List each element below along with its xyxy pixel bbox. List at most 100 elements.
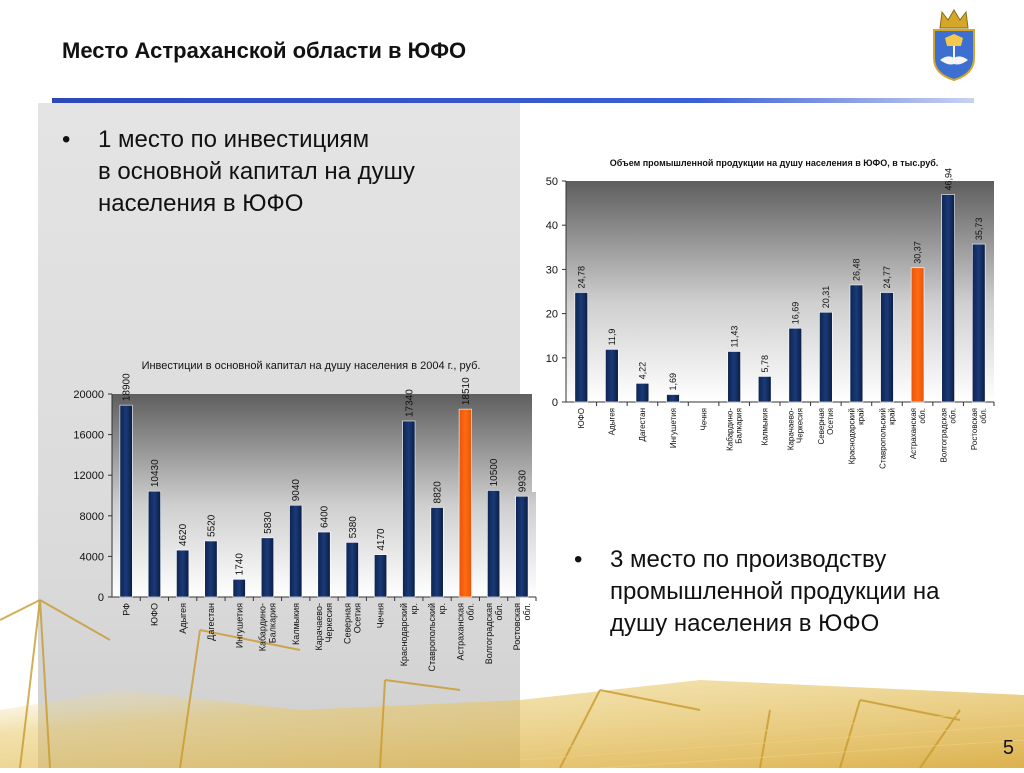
svg-text:обл.: обл. — [494, 603, 504, 621]
bullet-industrial-output: • 3 место по производству промышленной п… — [574, 544, 1024, 644]
x-tick-label: Адыгея — [178, 603, 188, 634]
x-tick-label: Ростовская обл. — [970, 408, 988, 450]
svg-text:Волгоградская: Волгоградская — [484, 603, 494, 664]
svg-text:обл.: обл. — [979, 408, 988, 424]
data-label: 9040 — [291, 479, 302, 502]
data-label: 18900 — [122, 373, 133, 401]
svg-text:ЮФО: ЮФО — [577, 408, 586, 428]
y-tick-label: 12000 — [73, 470, 104, 482]
x-tick-label: Адыгея — [608, 408, 617, 435]
industrial-output-chart: Объем промышленной продукции на душу нас… — [532, 152, 1000, 492]
svg-text:Адыгея: Адыгея — [608, 408, 617, 435]
svg-text:кр.: кр. — [409, 603, 419, 614]
bar — [204, 540, 218, 598]
svg-text:Ингушетия: Ингушетия — [669, 408, 678, 448]
svg-text:Астраханская: Астраханская — [455, 603, 465, 661]
bar — [849, 284, 864, 403]
x-tick-label: Астраханская обл. — [909, 408, 927, 459]
bar — [119, 404, 133, 598]
bar — [232, 579, 246, 598]
y-tick-label: 40 — [546, 220, 558, 232]
bar — [757, 376, 772, 403]
bullet-dot-icon: • — [62, 126, 71, 153]
x-tick-label: Дагестан — [206, 603, 216, 641]
y-tick-label: 8000 — [80, 511, 104, 523]
x-tick-label: Ингушетия — [669, 408, 678, 448]
bar — [605, 349, 619, 403]
data-label: 10430 — [150, 459, 161, 487]
svg-text:Астраханская: Астраханская — [909, 408, 918, 459]
data-label: 26,48 — [852, 258, 862, 281]
astrakhan-coat-of-arms-icon — [928, 8, 980, 82]
x-tick-label: Чечня — [699, 408, 708, 430]
svg-text:Краснодарский: Краснодарский — [848, 408, 857, 464]
y-tick-label: 16000 — [73, 430, 104, 442]
bar — [402, 420, 416, 598]
y-tick-label: 20 — [546, 309, 558, 321]
svg-text:Волгоградская: Волгоградская — [939, 408, 948, 462]
svg-text:РФ: РФ — [121, 603, 131, 616]
data-label: 11,43 — [729, 326, 739, 348]
svg-text:Краснодарский: Краснодарский — [399, 603, 409, 666]
svg-text:обл.: обл. — [918, 408, 927, 424]
svg-text:Ставропольский: Ставропольский — [427, 603, 437, 671]
svg-text:Адыгея: Адыгея — [178, 603, 188, 634]
data-label: 5380 — [348, 516, 359, 539]
svg-text:Карачаево-: Карачаево- — [314, 603, 324, 650]
bar — [147, 490, 161, 598]
bar — [819, 311, 833, 403]
x-tick-label: Ставропольский край — [878, 408, 896, 469]
y-tick-label: 50 — [546, 176, 558, 188]
data-label: 10500 — [489, 458, 500, 486]
title-rule — [52, 98, 974, 103]
y-tick-label: 30 — [546, 264, 558, 276]
x-tick-label: Дагестан — [638, 408, 647, 442]
data-label: 18510 — [461, 377, 472, 405]
x-tick-label: Карачаево- Черкесия — [787, 408, 805, 451]
data-label: 46,94 — [943, 168, 953, 191]
svg-text:Карачаево-: Карачаево- — [787, 408, 796, 451]
bullet-line: населения в ЮФО — [98, 190, 304, 217]
bar — [666, 394, 680, 403]
svg-text:обл.: обл. — [948, 408, 957, 424]
y-tick-label: 4000 — [80, 551, 104, 563]
y-tick-label: 20000 — [73, 389, 104, 401]
svg-text:кр.: кр. — [437, 603, 447, 614]
data-label: 17340 — [404, 389, 415, 417]
svg-text:обл.: обл. — [522, 603, 532, 621]
bar — [515, 495, 529, 598]
svg-text:Дагестан: Дагестан — [206, 603, 216, 641]
x-tick-label: РФ — [121, 603, 131, 616]
bar — [260, 537, 274, 598]
data-label: 8820 — [433, 481, 444, 504]
crane-decoration-image — [0, 560, 1024, 769]
data-label: 5830 — [263, 511, 274, 534]
x-tick-label: Волгоградская обл. — [484, 603, 504, 664]
x-tick-label: Кабардино- Балкария — [725, 408, 743, 451]
bullet-dot-icon: • — [574, 546, 583, 573]
bar — [430, 507, 444, 598]
x-tick-label: Ингушетия — [234, 603, 244, 648]
chart-title: Инвестиции в основной капитал на душу на… — [142, 360, 481, 372]
data-label: 30,37 — [913, 241, 923, 264]
data-label: 6400 — [320, 505, 331, 528]
y-tick-label: 0 — [552, 397, 558, 409]
bar — [941, 194, 955, 403]
bar — [727, 351, 741, 403]
bar — [635, 383, 650, 403]
svg-text:ЮФО: ЮФО — [150, 603, 160, 626]
x-tick-label: Карачаево- Черкесия — [314, 603, 334, 651]
y-tick-label: 10 — [546, 353, 558, 365]
x-tick-label: Чечня — [376, 603, 386, 628]
svg-text:Кабардино-: Кабардино- — [258, 603, 268, 651]
chart-title: Объем промышленной продукции на душу нас… — [610, 158, 939, 168]
svg-text:Калмыкия: Калмыкия — [291, 603, 301, 645]
bullet-line: в основной капитал на душу — [98, 158, 415, 185]
bar — [176, 549, 190, 598]
svg-text:Балкария: Балкария — [734, 408, 743, 444]
x-tick-label: Северная Осетия — [817, 408, 835, 444]
x-tick-label: Ростовская обл. — [512, 603, 532, 650]
data-label: 9930 — [517, 470, 528, 493]
x-tick-label: Кабардино- Балкария — [258, 603, 278, 651]
data-label: 16,69 — [790, 302, 800, 325]
